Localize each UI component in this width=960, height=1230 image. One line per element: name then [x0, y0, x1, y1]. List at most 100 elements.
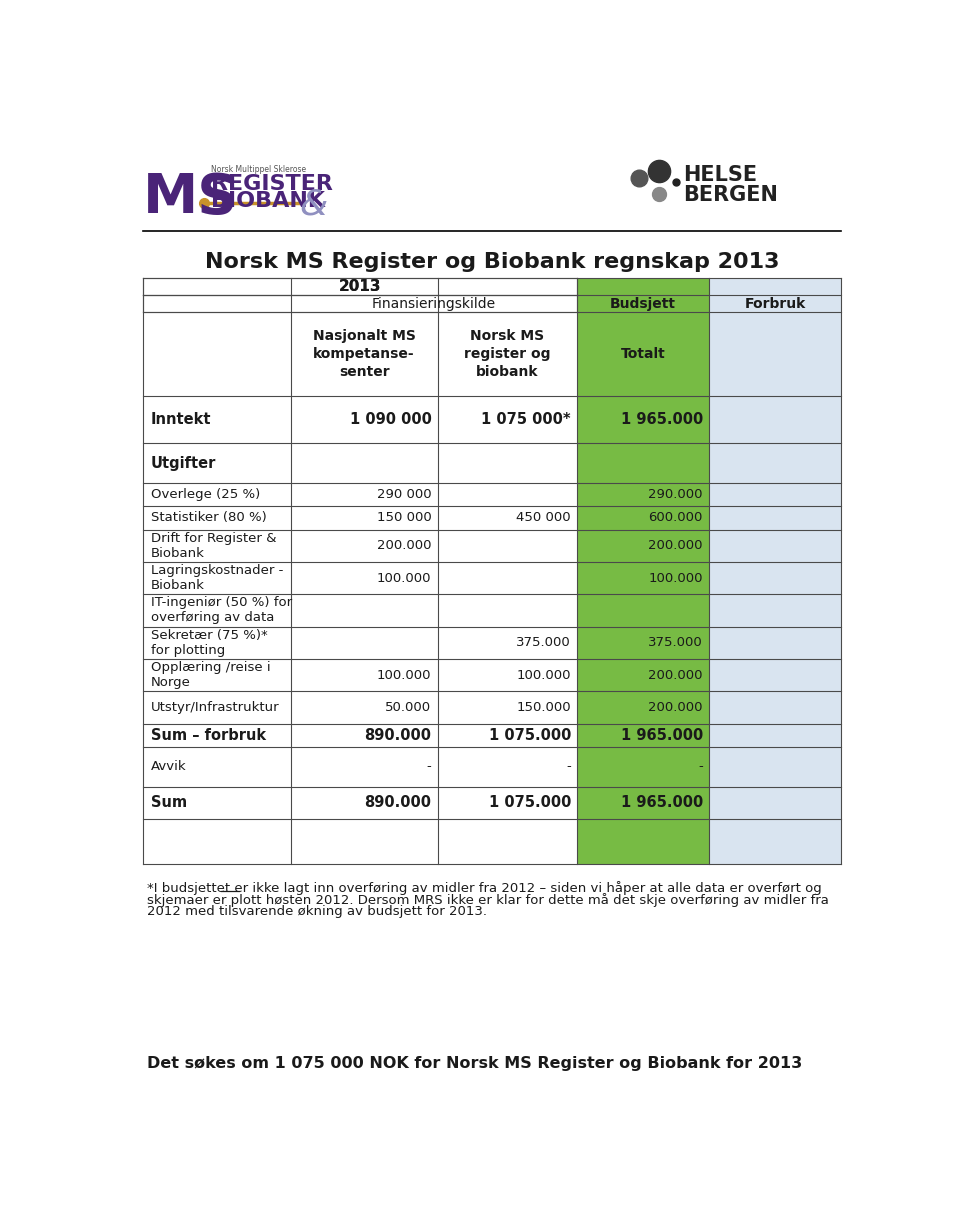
Text: 1 965.000: 1 965.000 — [620, 796, 703, 811]
Text: 1 075.000: 1 075.000 — [489, 728, 571, 743]
Bar — [709, 530, 841, 562]
Bar — [577, 396, 709, 443]
Text: 2013: 2013 — [339, 279, 381, 294]
Bar — [438, 312, 577, 396]
Text: 1 075.000: 1 075.000 — [489, 796, 571, 811]
Text: -: - — [566, 760, 571, 774]
Text: 450 000: 450 000 — [516, 512, 571, 524]
Text: -: - — [427, 760, 432, 774]
Bar — [577, 312, 709, 396]
Bar — [577, 594, 709, 626]
Bar — [709, 787, 841, 819]
Text: 100.000: 100.000 — [377, 572, 432, 584]
Text: Statistiker (80 %): Statistiker (80 %) — [151, 512, 267, 524]
Text: Nasjonalt MS
kompetanse-
senter: Nasjonalt MS kompetanse- senter — [313, 328, 416, 379]
Text: Forbruk: Forbruk — [744, 296, 805, 311]
Bar — [709, 594, 841, 626]
Bar — [709, 819, 841, 863]
Bar — [143, 278, 577, 295]
Text: 100.000: 100.000 — [377, 669, 432, 681]
Text: Inntekt: Inntekt — [151, 412, 211, 427]
Text: 1 965.000: 1 965.000 — [620, 728, 703, 743]
Bar — [709, 312, 841, 396]
Text: Norsk Multippel Sklerose: Norsk Multippel Sklerose — [211, 165, 306, 173]
Bar — [577, 443, 709, 483]
Bar — [577, 483, 709, 507]
Text: 200.000: 200.000 — [648, 669, 703, 681]
Text: Norsk MS Register og Biobank regnskap 2013: Norsk MS Register og Biobank regnskap 20… — [204, 252, 780, 272]
Bar — [577, 659, 709, 691]
Text: 290.000: 290.000 — [648, 488, 703, 502]
Text: IT-ingeniør (50 %) for
overføring av data: IT-ingeniør (50 %) for overføring av dat… — [151, 597, 292, 625]
Bar — [709, 443, 841, 483]
Text: Sum – forbruk: Sum – forbruk — [151, 728, 266, 743]
Bar — [709, 507, 841, 530]
Text: &: & — [300, 188, 328, 221]
Bar — [577, 507, 709, 530]
Bar — [709, 278, 841, 295]
Text: 375.000: 375.000 — [516, 636, 571, 649]
Text: Sum: Sum — [151, 796, 187, 811]
Bar — [577, 819, 709, 863]
Bar — [577, 691, 709, 723]
Text: Sekretær (75 %)*
for plotting: Sekretær (75 %)* for plotting — [151, 629, 268, 657]
Text: Det søkes om 1 075 000 NOK for Norsk MS Register og Biobank for 2013: Det søkes om 1 075 000 NOK for Norsk MS … — [147, 1057, 803, 1071]
Text: 2013: 2013 — [339, 279, 381, 294]
Text: Overlege (25 %): Overlege (25 %) — [151, 488, 260, 502]
Bar — [577, 723, 709, 747]
Bar — [143, 312, 291, 396]
Text: 1 075 000*: 1 075 000* — [481, 412, 571, 427]
Text: 600.000: 600.000 — [648, 512, 703, 524]
Bar — [577, 295, 709, 312]
Text: 290 000: 290 000 — [377, 488, 432, 502]
Text: 200.000: 200.000 — [377, 539, 432, 552]
Text: 375.000: 375.000 — [648, 636, 703, 649]
Text: MS: MS — [143, 171, 238, 225]
Text: Lagringskostnader -
Biobank: Lagringskostnader - Biobank — [151, 565, 283, 592]
Bar — [291, 312, 438, 396]
Bar — [709, 691, 841, 723]
Text: REGISTER: REGISTER — [211, 173, 333, 194]
Bar — [577, 626, 709, 659]
Text: BIOBANK: BIOBANK — [211, 191, 325, 210]
Text: 100.000: 100.000 — [648, 572, 703, 584]
Bar — [577, 787, 709, 819]
Text: 2012 med tilsvarende økning av budsjett for 2013.: 2012 med tilsvarende økning av budsjett … — [147, 905, 487, 919]
Text: 100.000: 100.000 — [516, 669, 571, 681]
Text: skjemaer er plott høsten 2012. Dersom MRS ikke er klar for dette må det skje ove: skjemaer er plott høsten 2012. Dersom MR… — [147, 893, 829, 907]
Bar — [709, 483, 841, 507]
Bar — [577, 530, 709, 562]
Text: 200.000: 200.000 — [648, 701, 703, 713]
Bar — [709, 626, 841, 659]
Bar — [577, 562, 709, 594]
Bar — [709, 723, 841, 747]
Bar — [709, 396, 841, 443]
Text: HELSE: HELSE — [683, 165, 756, 184]
Bar — [709, 562, 841, 594]
Text: 890.000: 890.000 — [365, 796, 432, 811]
Text: Budsjett: Budsjett — [611, 296, 676, 311]
Text: 1 965.000: 1 965.000 — [620, 412, 703, 427]
Bar — [143, 295, 577, 312]
Text: Norsk MS
register og
biobank: Norsk MS register og biobank — [465, 328, 551, 379]
Text: 50.000: 50.000 — [385, 701, 432, 713]
Bar — [577, 278, 709, 295]
Text: Avvik: Avvik — [151, 760, 186, 774]
Text: Utstyr/Infrastruktur: Utstyr/Infrastruktur — [151, 701, 279, 713]
Text: Drift for Register &
Biobank: Drift for Register & Biobank — [151, 531, 276, 560]
Text: *I budsjettet er ikke lagt inn overføring av midler fra 2012 – siden vi håper at: *I budsjettet er ikke lagt inn overførin… — [147, 881, 822, 894]
Text: 150 000: 150 000 — [376, 512, 432, 524]
Text: Totalt: Totalt — [621, 347, 665, 360]
Text: Opplæring /reise i
Norge: Opplæring /reise i Norge — [151, 661, 271, 689]
Bar — [709, 659, 841, 691]
Text: 1 090 000: 1 090 000 — [349, 412, 432, 427]
Bar — [709, 747, 841, 787]
Bar — [709, 295, 841, 312]
Text: 890.000: 890.000 — [365, 728, 432, 743]
Text: BERGEN: BERGEN — [683, 184, 778, 204]
Text: -: - — [698, 760, 703, 774]
Text: 150.000: 150.000 — [516, 701, 571, 713]
Text: Finansieringskilde: Finansieringskilde — [372, 296, 496, 311]
Text: 200.000: 200.000 — [648, 539, 703, 552]
Text: Utgifter: Utgifter — [151, 456, 216, 471]
